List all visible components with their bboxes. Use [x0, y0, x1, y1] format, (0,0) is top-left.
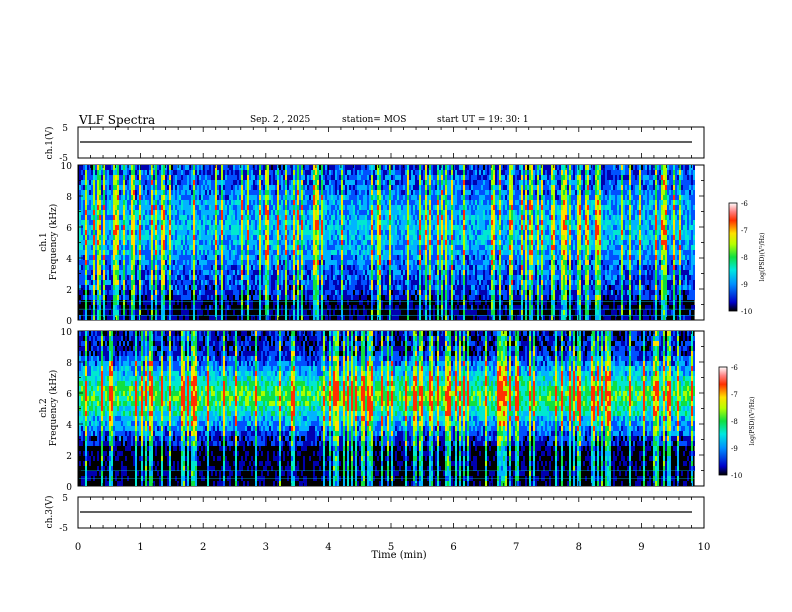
ch1-freq-tick-2: 2 — [66, 286, 72, 296]
x-tick-1: 1 — [137, 542, 143, 553]
ch1-freq-tick-4: 4 — [66, 255, 72, 265]
x-tick-2: 2 — [200, 542, 206, 553]
ch1-cbar-tick-m7: -7 — [741, 227, 748, 235]
x-tick-9: 9 — [638, 542, 644, 553]
ch1-spectrogram-panel: 0 2 4 6 8 10 ch.1 Frequency (kHz) — [39, 162, 705, 327]
ch1-colorbar-label: log(PSD)(V²/Hz) — [759, 233, 766, 282]
ch2-spectrogram-image — [78, 331, 695, 486]
x-tick-5: 5 — [388, 542, 394, 553]
x-tick-6: 6 — [450, 542, 456, 553]
x-tick-10: 10 — [698, 542, 711, 553]
ch2-cbar-tick-m9: -9 — [731, 445, 738, 453]
ch1-freq-tick-6: 6 — [66, 224, 72, 234]
ch2-freq-tick-10: 10 — [61, 328, 73, 338]
ch2-freq-tick-2: 2 — [66, 452, 72, 462]
ch1-cbar-tick-m8: -8 — [741, 254, 748, 262]
ch1-cbar-tick-m6: -6 — [741, 200, 748, 208]
ch1-spectrogram-ylabel-channel: ch.1 — [39, 232, 49, 251]
ch2-colorbar: -6 -7 -8 -9 -10 log(PSD)(V²/Hz) — [718, 364, 756, 480]
ch1-waveform-ylabel: ch.1(V) — [44, 127, 55, 160]
ch1-spectrogram-ylabel-freq: Frequency (kHz) — [48, 204, 59, 281]
x-tick-8: 8 — [576, 542, 582, 553]
ch2-freq-tick-0: 0 — [66, 483, 72, 493]
ch2-cbar-tick-m10: -10 — [731, 472, 742, 480]
ch1-freq-tick-0: 0 — [66, 317, 72, 327]
station-label: station= MOS — [342, 115, 407, 125]
ch1-ytick-top: 5 — [62, 124, 68, 134]
ch2-cbar-tick-m8: -8 — [731, 418, 738, 426]
time-axis: 0 1 2 3 4 5 6 7 8 9 10 Time (min) — [75, 542, 711, 561]
plot-date: Sep. 2 , 2025 — [250, 115, 311, 125]
x-tick-3: 3 — [263, 542, 269, 553]
ch3-waveform-panel: 5 -5 ch.3(V) — [44, 494, 705, 534]
ch1-colorbar-gradient — [728, 202, 738, 312]
ch3-ytick-top: 5 — [62, 494, 68, 504]
ch1-cbar-tick-m9: -9 — [741, 281, 748, 289]
ch2-freq-tick-6: 6 — [66, 390, 72, 400]
ch3-ytick-bottom: -5 — [59, 524, 68, 534]
ch1-spectrogram-image — [78, 165, 695, 320]
ch2-spectrogram-ylabel-channel: ch.2 — [39, 398, 49, 417]
ch1-cbar-tick-m10: -10 — [741, 308, 752, 316]
ch1-freq-tick-8: 8 — [66, 193, 72, 203]
x-tick-7: 7 — [513, 542, 519, 553]
ch2-freq-tick-8: 8 — [66, 359, 72, 369]
ch2-colorbar-gradient — [718, 366, 728, 476]
x-tick-0: 0 — [75, 542, 81, 553]
ch2-spectrogram-ylabel-freq: Frequency (kHz) — [48, 370, 59, 447]
plot-title: VLF Spectra — [79, 113, 156, 127]
ch1-freq-tick-10: 10 — [61, 162, 73, 172]
ch2-cbar-tick-m6: -6 — [731, 364, 738, 372]
ch2-spectrogram-panel: 0 2 4 6 8 10 ch.2 Frequency (kHz) — [39, 328, 705, 493]
ch2-cbar-tick-m7: -7 — [731, 391, 738, 399]
ch2-freq-tick-4: 4 — [66, 421, 72, 431]
x-tick-4: 4 — [325, 542, 331, 553]
start-time-label: start UT = 19: 30: 1 — [437, 115, 529, 125]
axis-tick-marks — [77, 127, 705, 528]
ch1-ytick-bottom: -5 — [59, 154, 68, 164]
ch1-colorbar: -6 -7 -8 -9 -10 log(PSD)(V²/Hz) — [728, 200, 766, 316]
x-axis-label: Time (min) — [371, 550, 426, 561]
ch2-colorbar-label: log(PSD)(V²/Hz) — [749, 397, 756, 446]
ch3-waveform-ylabel: ch.3(V) — [44, 496, 55, 529]
ch1-waveform-panel: 5 -5 ch.1(V) — [44, 124, 705, 164]
